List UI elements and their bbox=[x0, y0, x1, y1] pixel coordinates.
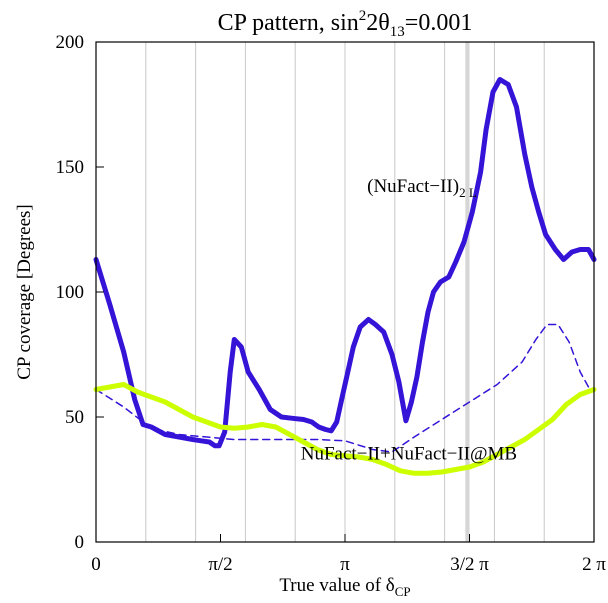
chart-title-suffix: =0.001 bbox=[405, 10, 473, 36]
y-tick-label-3: 150 bbox=[56, 157, 85, 178]
series-layer bbox=[93, 77, 597, 476]
chart-title-prefix: CP pattern, sin bbox=[218, 10, 359, 36]
annotation-layer: (NuFact−II)2 L NuFact−II+NuFact−II@MB bbox=[301, 176, 517, 465]
x-tick-label-3: 3/2 π bbox=[450, 554, 489, 575]
chart-title-mid: 2θ bbox=[366, 10, 390, 36]
chart-title: CP pattern, sin22θ13=0.001 bbox=[218, 8, 473, 40]
chart-title-sup: 2 bbox=[359, 8, 367, 24]
y-tick-label-2: 100 bbox=[56, 282, 85, 303]
y-axis-label: CP coverage [Degrees] bbox=[14, 204, 35, 380]
y-tick-label-1: 50 bbox=[65, 407, 84, 428]
x-tick-label-4: 2 π bbox=[582, 554, 606, 575]
tick-layer: 0 π/2 π 3/2 π 2 π 0 50 100 150 200 bbox=[56, 32, 607, 575]
x-tick-label-0: 0 bbox=[91, 554, 101, 575]
annotation-nufact-2l: (NuFact−II)2 L bbox=[367, 176, 477, 200]
x-axis-label: True value of δCP bbox=[279, 575, 410, 599]
grid-layer bbox=[145, 42, 545, 542]
x-tick-label-2: π bbox=[340, 554, 350, 575]
x-axis-label-prefix: True value of δ bbox=[279, 575, 394, 596]
highlight-band bbox=[465, 42, 470, 542]
y-tick-label-4: 200 bbox=[56, 32, 85, 53]
annotation-nufact-mb: NuFact−II+NuFact−II@MB bbox=[301, 444, 517, 465]
x-axis-label-sub: CP bbox=[395, 584, 411, 599]
series-line-2 bbox=[93, 382, 597, 476]
chart-title-sub: 13 bbox=[390, 24, 405, 40]
y-tick-label-0: 0 bbox=[75, 532, 85, 553]
series-line-0 bbox=[93, 77, 597, 449]
series-line-1 bbox=[95, 323, 595, 453]
x-tick-label-1: π/2 bbox=[208, 554, 232, 575]
